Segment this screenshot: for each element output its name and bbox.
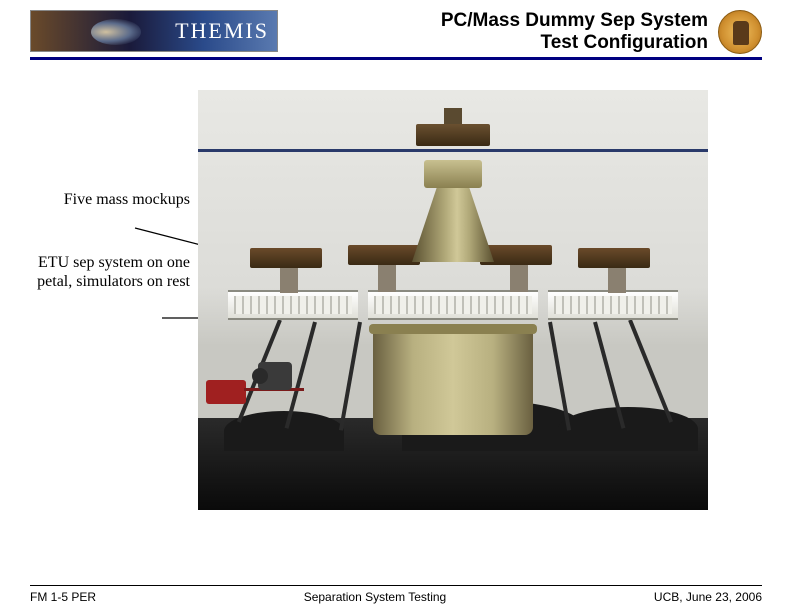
test-configuration-photo [198,90,708,510]
logo-swirl-graphic [91,19,141,45]
petal-deck [228,290,358,320]
red-equipment [206,380,246,404]
mockup-post [280,265,298,293]
footer-center: Separation System Testing [304,590,447,604]
logo-text: THEMIS [175,18,269,44]
floor-cover [558,407,698,451]
mockup-post [608,265,626,293]
mass-mockup [578,248,650,268]
top-mass-mockup [416,124,490,146]
annotation-1: Five mass mockups [30,190,190,209]
side-equipment [258,362,292,390]
wall-stripe [198,149,708,152]
footer-left: FM 1-5 PER [30,590,96,604]
title-line-1: PC/Mass Dummy Sep System [278,10,708,32]
footer-right: UCB, June 23, 2006 [654,590,762,604]
slide-header: THEMIS PC/Mass Dummy Sep System Test Con… [30,10,762,60]
themis-logo: THEMIS [30,10,278,52]
petal-deck [548,290,678,320]
mockup-post [510,262,528,292]
cone-collar [424,160,482,188]
central-drum [373,330,533,435]
mockup-post [378,262,396,292]
mass-mockup [250,248,322,268]
title-line-2: Test Configuration [278,32,708,54]
slide-footer: FM 1-5 PER Separation System Testing UCB… [30,585,762,604]
title-block: PC/Mass Dummy Sep System Test Configurat… [278,10,718,54]
mission-patch-icon [718,10,762,54]
mass-mockup [348,245,420,265]
petal-deck [368,290,538,320]
